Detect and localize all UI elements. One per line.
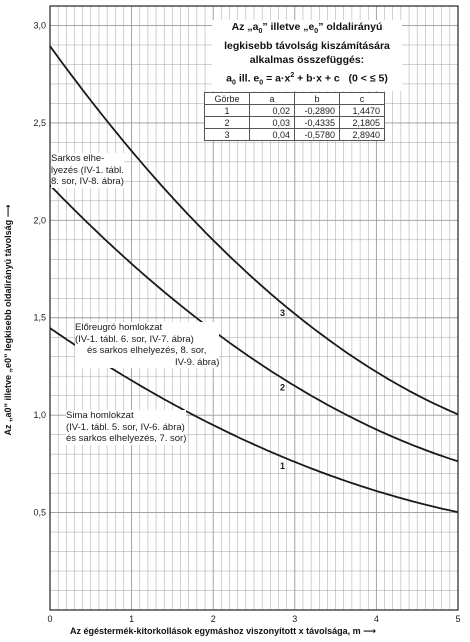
equation-title: Az „a0” illetve „e0” oldalirányú [231, 21, 383, 36]
annotation-eloreugro: Előreugró homlokzat (IV-1. tábl. 6. sor,… [75, 322, 220, 368]
x-tick-label: 1 [129, 614, 134, 624]
annotation-sima: Sima homlokzat (IV-1. tábl. 5. sor, IV-6… [66, 410, 187, 445]
tick-labels: 0 1 2 3 4 50,51,01,52,02,53,0 [33, 20, 460, 624]
table-cell: 2 [204, 116, 250, 129]
header-c: c [339, 92, 385, 105]
annotation-line: és sarkos elhelyezés, 8. sor, [87, 345, 207, 356]
curves [49, 45, 459, 514]
y-tick-label: 0,5 [33, 508, 46, 518]
y-tick-label: 1,5 [33, 313, 46, 323]
y-tick-label: 2,0 [33, 215, 46, 225]
table-cell: -0,2890 [294, 104, 340, 117]
x-tick-label: 4 [374, 614, 379, 624]
curve-2 [49, 184, 459, 463]
x-axis-label: Az égéstermék-kitorkollások egymáshoz vi… [70, 626, 376, 636]
curve-label-3: 3 [280, 308, 285, 318]
table-cell: 0,02 [249, 104, 295, 117]
plot-frame [49, 5, 459, 611]
curve-1 [49, 327, 459, 514]
annotation-line: 8. sor, IV-8. ábra) [51, 176, 124, 187]
equation-line-2: legkisebb távolság kiszámítására [224, 40, 390, 53]
annotation-line: IV-9. ábra) [175, 356, 220, 368]
equation-box: Az „a0” illetve „e0” oldalirányú legkise… [212, 20, 402, 91]
x-tick-label: 3 [292, 614, 297, 624]
table-cell: 2,8940 [339, 128, 385, 141]
annotation-sarkos: Sarkos elhe- lyezés (IV-1. tábl. 8. sor,… [51, 153, 124, 188]
table-cell: 1,4470 [339, 104, 385, 117]
curve-labels: 1 2 3 [280, 308, 285, 471]
curve-3 [49, 45, 459, 416]
table-cell: -0,4335 [294, 116, 340, 129]
annotation-line: és sarkos elhelyezés, 7. sor) [66, 433, 187, 444]
table-row: 2 0,03 -0,4335 2,1805 [204, 116, 385, 129]
annotation-line: Sarkos elhe- [51, 153, 105, 164]
y-tick-label: 2,5 [33, 118, 46, 128]
table-row: 3 0,04 -0,5780 2,8940 [204, 128, 385, 141]
table-cell: -0,5780 [294, 128, 340, 141]
y-tick-label: 3,0 [33, 20, 46, 30]
coefficient-table: Görbe a b c 1 0,02 -0,2890 1,4470 2 0,03… [204, 92, 385, 141]
table-cell: 3 [204, 128, 250, 141]
table-cell: 0,04 [249, 128, 295, 141]
table-cell: 0,03 [249, 116, 295, 129]
x-tick-label: 0 [47, 614, 52, 624]
annotation-line: lyezés (IV-1. tábl. [51, 164, 124, 176]
x-tick-label: 2 [211, 614, 216, 624]
annotation-line: Sima homlokzat [66, 410, 134, 421]
equation-formula: a0 ill. e0 = a·x2 + b·x + c (0 < ≤ 5) [226, 72, 388, 87]
header-gorbe: Görbe [204, 92, 250, 105]
coefficient-table-header: Görbe a b c [204, 92, 385, 105]
y-axis-label: Az „a0” illetve „e0” legkisebb oldalirán… [3, 204, 13, 436]
curve-label-2: 2 [280, 382, 285, 392]
annotation-line: (IV-1. tábl. 6. sor, IV-7. ábra) [75, 333, 194, 345]
y-tick-label: 1,0 [33, 410, 46, 420]
equation-line-3: alkalmas összefüggés: [249, 54, 365, 67]
annotation-line: (IV-1. tábl. 5. sor, IV-6. ábra) [66, 421, 185, 433]
header-b: b [294, 92, 340, 105]
curve-label-1: 1 [280, 461, 285, 471]
table-cell: 2,1805 [339, 116, 385, 129]
table-row: 1 0,02 -0,2890 1,4470 [204, 104, 385, 117]
annotation-line: Előreugró homlokzat [75, 322, 163, 333]
header-a: a [249, 92, 295, 105]
table-cell: 1 [204, 104, 250, 117]
x-tick-label: 5 [455, 614, 460, 624]
